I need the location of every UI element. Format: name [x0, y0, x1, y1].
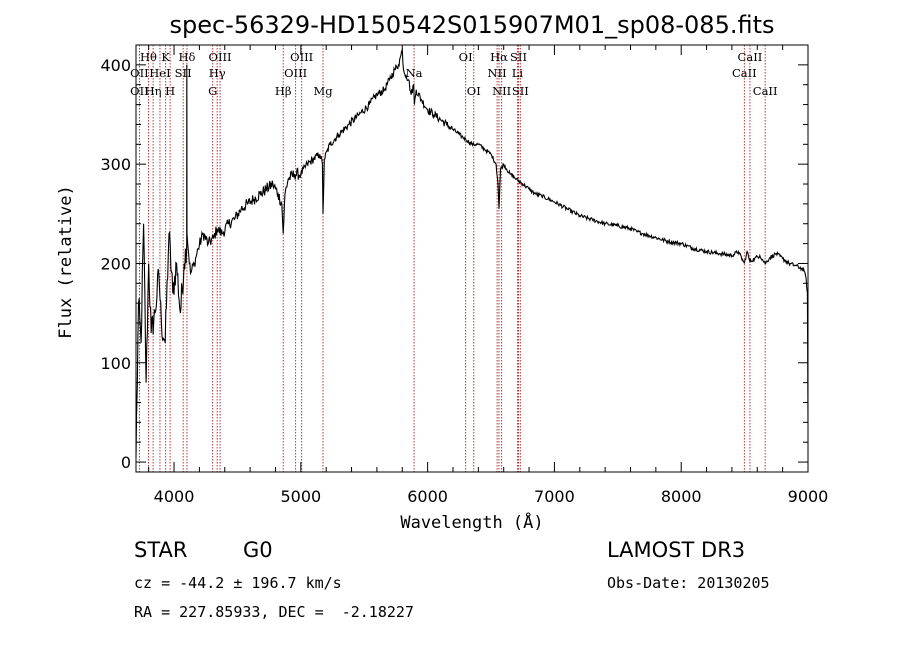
marker-label-17: OI [459, 50, 473, 64]
x-axis-label: Wavelength (Å) [400, 511, 543, 533]
sky-coordinates: RA = 227.85933, DEC = -2.18227 [134, 603, 414, 621]
marker-label-5: K [161, 50, 170, 64]
marker-label-1: OII [130, 84, 149, 98]
x-tick-label-5000: 5000 [280, 487, 321, 506]
marker-label-16: Na [406, 66, 423, 80]
marker-label-10: Hγ [209, 66, 226, 80]
plot-frame [135, 44, 809, 473]
object-class: STAR [134, 538, 188, 562]
marker-label-22: Li [512, 66, 524, 80]
marker-label-7: H [165, 84, 175, 98]
marker-label-0: OII [130, 66, 149, 80]
marker-label-18: OI [467, 84, 481, 98]
y-tick-label-100: 100 [100, 354, 131, 373]
emission-line-markers [138, 45, 766, 472]
chart-title: spec-56329-HD150542S015907M01_sp08-085.f… [169, 11, 774, 39]
spectral-subclass: G0 [243, 538, 273, 562]
spectrum-line [135, 48, 809, 458]
y-axis-label: Flux (relative) [56, 185, 76, 339]
marker-label-19: Hα [490, 50, 508, 64]
marker-label-26: CaII [732, 66, 757, 80]
x-tick-label-8000: 8000 [661, 487, 702, 506]
marker-label-13: OIII [290, 50, 313, 64]
x-tick-label-9000: 9000 [788, 487, 829, 506]
marker-label-23: NII [492, 84, 511, 98]
x-axis-ticks: 4000 5000 6000 7000 8000 9000 [148, 45, 829, 506]
marker-label-3: Hη [145, 84, 162, 98]
x-tick-label-7000: 7000 [534, 487, 575, 506]
marker-label-6: SII [175, 66, 192, 80]
y-tick-label-400: 400 [100, 56, 131, 75]
marker-label-15: Mg [313, 84, 333, 98]
marker-label-14: OIII [284, 66, 307, 80]
marker-label-4: HeI [149, 66, 170, 80]
y-tick-label-300: 300 [100, 155, 131, 174]
x-tick-label-4000: 4000 [154, 487, 195, 506]
marker-label-27: CaII [753, 84, 778, 98]
marker-label-8: Hδ [178, 50, 195, 64]
y-tick-label-0: 0 [121, 453, 131, 472]
marker-label-24: SII [512, 84, 529, 98]
y-axis-ticks: 0 100 200 300 400 [100, 56, 808, 472]
marker-label-11: G [208, 84, 217, 98]
redshift-velocity: cz = -44.2 ± 196.7 km/s [134, 574, 342, 592]
marker-label-25: CaII [738, 50, 763, 64]
marker-label-9: OIII [209, 50, 232, 64]
x-tick-label-6000: 6000 [407, 487, 448, 506]
marker-label-2: Hθ [140, 50, 157, 64]
marker-label-21: NII [488, 66, 507, 80]
observation-date: Obs-Date: 20130205 [607, 574, 770, 592]
marker-label-20: SII [510, 50, 527, 64]
y-tick-label-200: 200 [100, 254, 131, 273]
marker-label-12: Hβ [275, 84, 292, 98]
survey-name: LAMOST DR3 [607, 538, 746, 562]
